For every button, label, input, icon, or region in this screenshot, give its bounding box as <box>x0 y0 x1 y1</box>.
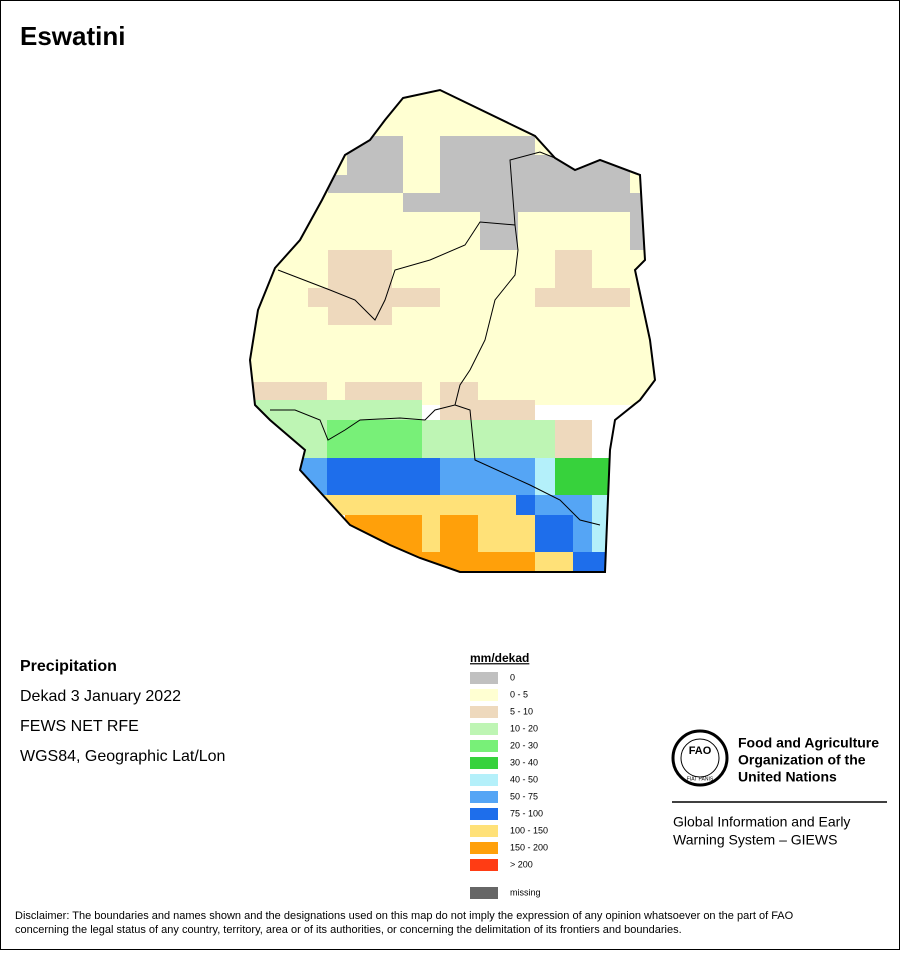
legend-swatch <box>470 757 498 769</box>
system-name: Warning System – GIEWS <box>673 832 837 848</box>
legend-label: 0 <box>510 672 515 682</box>
logo-ring: FIAT PANIS <box>687 776 714 782</box>
district-boundary <box>454 404 601 526</box>
legend-swatch <box>470 740 498 752</box>
legend: 0 0 - 5 5 - 10 10 - 20 20 - 30 30 - 40 40 - 50… <box>470 672 548 899</box>
district-boundary <box>509 151 556 226</box>
legend-swatch <box>470 689 498 701</box>
legend-swatch <box>470 859 498 871</box>
legend-label: 0 - 5 <box>510 689 528 699</box>
legend-label: 50 - 75 <box>510 791 538 801</box>
org-name: Food and Agriculture <box>738 735 879 751</box>
info-line: FEWS NET RFE <box>20 718 139 735</box>
legend-swatch <box>470 774 498 786</box>
legend-swatch <box>470 842 498 854</box>
legend-label: 40 - 50 <box>510 774 538 784</box>
legend-label: missing <box>510 887 541 897</box>
legend-label: 5 - 10 <box>510 706 533 716</box>
org-name: United Nations <box>738 769 837 785</box>
fao-logo: FAO FIAT PANIS <box>671 729 729 787</box>
legend-swatch <box>470 723 498 735</box>
legend-label: 75 - 100 <box>510 808 543 818</box>
system-name: Global Information and Early <box>673 814 850 830</box>
legend-label: 150 - 200 <box>510 842 548 852</box>
info-heading: Precipitation <box>20 658 117 675</box>
legend-label: > 200 <box>510 859 533 869</box>
district-boundary <box>270 221 519 441</box>
info-line: WGS84, Geographic Lat/Lon <box>20 748 225 765</box>
legend-label: 30 - 40 <box>510 757 538 767</box>
disclaimer: Disclaimer: The boundaries and names sho… <box>15 910 794 922</box>
legend-swatch <box>470 672 498 684</box>
legend-swatch <box>470 825 498 837</box>
legend-swatch <box>470 887 498 899</box>
map-title: Eswatini <box>20 21 125 51</box>
legend-swatch <box>470 791 498 803</box>
org-name: Organization of the <box>738 752 866 768</box>
legend-label: 100 - 150 <box>510 825 548 835</box>
legend-label: 10 - 20 <box>510 723 538 733</box>
legend-swatch <box>470 808 498 820</box>
country-outline <box>248 88 657 573</box>
info-line: Dekad 3 January 2022 <box>20 688 181 705</box>
disclaimer: concerning the legal status of any count… <box>15 924 682 936</box>
logo-letters: FAO <box>689 745 712 757</box>
legend-title: mm/dekad <box>470 651 529 665</box>
legend-label: 20 - 30 <box>510 740 538 750</box>
legend-swatch <box>470 706 498 718</box>
